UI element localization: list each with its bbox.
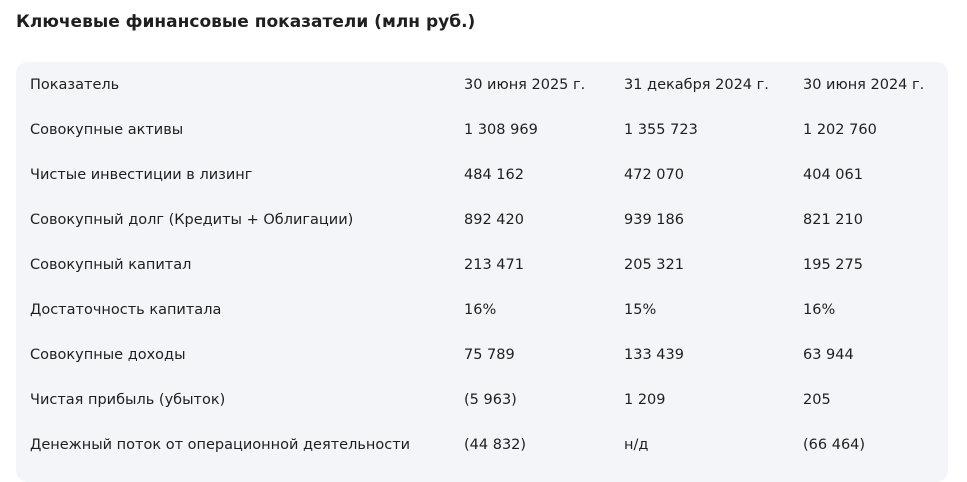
cell: Совокупные доходы	[30, 346, 186, 363]
table-row: Достаточность капитала 16% 15% 16%	[30, 287, 943, 332]
cell: 1 355 723	[624, 121, 698, 138]
cell: Совокупный долг (Кредиты + Облигации)	[30, 211, 354, 228]
cell: 1 209	[624, 391, 666, 408]
cell: 63 944	[803, 346, 854, 363]
cell: 1 202 760	[803, 121, 877, 138]
cell: (66 464)	[803, 436, 866, 453]
table-card: Показатель 30 июня 2025 г. 31 декабря 2024…	[16, 62, 948, 482]
cell: 15%	[624, 301, 657, 318]
cell: Достаточность капитала	[30, 301, 222, 318]
cell: (5 963)	[464, 391, 517, 408]
table-row: Совокупный капитал 213 471 205 321 195 275	[30, 242, 943, 287]
cell: Совокупный капитал	[30, 256, 192, 273]
cell: Показатель	[30, 76, 120, 93]
cell: 484 162	[464, 166, 524, 183]
cell: Чистая прибыль (убыток)	[30, 391, 226, 408]
cell: 821 210	[803, 211, 863, 228]
cell: Совокупные активы	[30, 121, 184, 138]
cell: 31 декабря 2024 г.	[624, 76, 769, 93]
cell: 30 июня 2024 г.	[803, 76, 925, 93]
cell: 75 789	[464, 346, 515, 363]
page: Ключевые финансовые показатели (млн руб.…	[16, 12, 948, 482]
table: Показатель 30 июня 2025 г. 31 декабря 2024…	[30, 62, 943, 467]
cell: н/д	[624, 436, 649, 453]
table-row: Чистая прибыль (убыток) (5 963) 1 209 205	[30, 377, 943, 422]
cell: 16%	[464, 301, 497, 318]
cell: 30 июня 2025 г.	[464, 76, 586, 93]
cell: Чистые инвестиции в лизинг	[30, 166, 253, 183]
cell: 16%	[803, 301, 836, 318]
table-row: Денежный поток от операционной деятельно…	[30, 422, 943, 467]
cell: 205 321	[624, 256, 684, 273]
cell: 133 439	[624, 346, 684, 363]
cell: (44 832)	[464, 436, 527, 453]
table-row: Чистые инвестиции в лизинг 484 162 472 070…	[30, 152, 943, 197]
cell: 195 275	[803, 256, 863, 273]
cell: 213 471	[464, 256, 524, 273]
cell: 404 061	[803, 166, 863, 183]
cell: 472 070	[624, 166, 684, 183]
header-row: Показатель 30 июня 2025 г. 31 декабря 2024…	[30, 62, 943, 107]
cell: 892 420	[464, 211, 524, 228]
cell: 939 186	[624, 211, 684, 228]
cell: 1 308 969	[464, 121, 538, 138]
cell: 205	[803, 391, 831, 408]
title: Ключевые финансовые показатели (млн руб.…	[16, 12, 476, 32]
table-row: Совокупные доходы 75 789 133 439 63 944	[30, 332, 943, 377]
cell: Денежный поток от операционной деятельно…	[30, 436, 411, 453]
table-row: Совокупный долг (Кредиты + Облигации) 892…	[30, 197, 943, 242]
table-row: Совокупные активы 1 308 969 1 355 723 1 202…	[30, 107, 943, 152]
